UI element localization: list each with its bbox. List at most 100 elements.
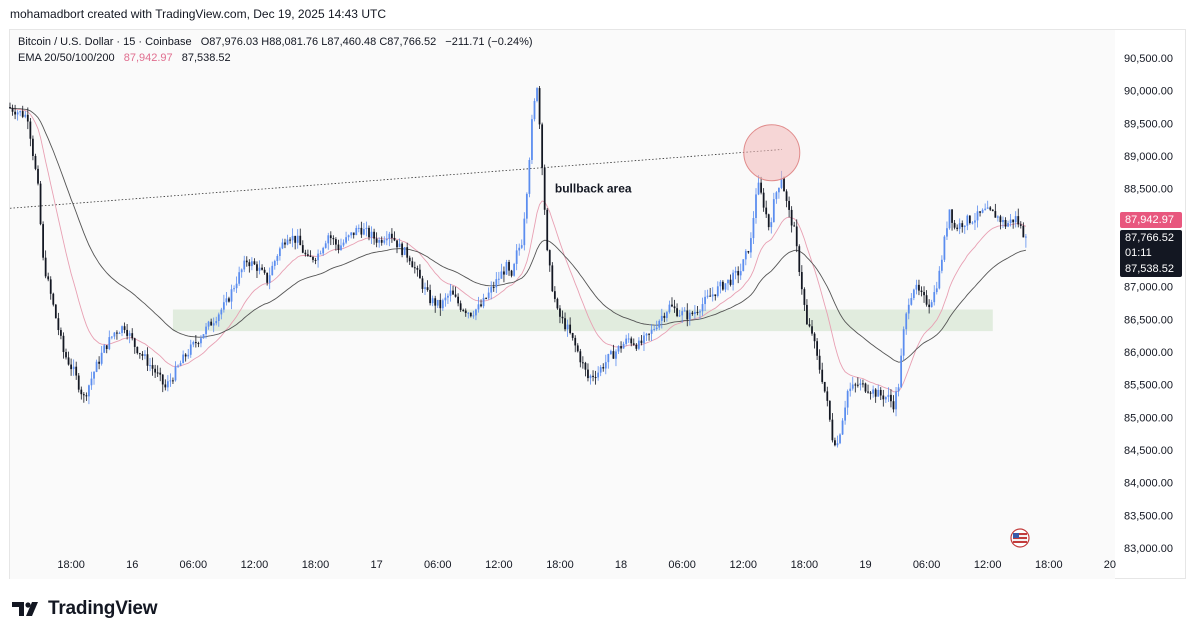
candle[interactable] xyxy=(482,293,485,309)
candle[interactable] xyxy=(645,332,648,342)
candle[interactable] xyxy=(902,326,905,361)
candle[interactable] xyxy=(258,260,261,275)
candle[interactable] xyxy=(505,259,508,276)
candle[interactable] xyxy=(413,261,416,274)
candle[interactable] xyxy=(953,220,956,230)
candle[interactable] xyxy=(123,322,126,334)
candle[interactable] xyxy=(289,237,291,244)
candle[interactable] xyxy=(653,324,656,332)
candle[interactable] xyxy=(197,341,200,348)
candle[interactable] xyxy=(113,332,116,340)
candle[interactable] xyxy=(951,209,953,231)
candle[interactable] xyxy=(556,297,559,310)
candle[interactable] xyxy=(615,349,617,367)
candle[interactable] xyxy=(862,379,864,388)
candle[interactable] xyxy=(243,255,246,273)
annotation-label[interactable]: bullback area xyxy=(555,182,632,196)
candle[interactable] xyxy=(859,378,862,391)
candle[interactable] xyxy=(632,338,635,346)
candle[interactable] xyxy=(841,418,844,435)
candle[interactable] xyxy=(968,215,971,225)
candle[interactable] xyxy=(538,85,541,130)
candle[interactable] xyxy=(851,376,854,391)
candle[interactable] xyxy=(625,334,628,346)
candle[interactable] xyxy=(263,267,266,275)
candle[interactable] xyxy=(541,122,544,176)
candle[interactable] xyxy=(200,335,202,348)
candle[interactable] xyxy=(515,244,518,271)
candle[interactable] xyxy=(956,224,959,232)
candle[interactable] xyxy=(612,344,615,359)
candle[interactable] xyxy=(772,192,775,223)
candle[interactable] xyxy=(49,276,52,300)
candle[interactable] xyxy=(291,228,294,248)
candle[interactable] xyxy=(767,213,770,231)
candle[interactable] xyxy=(739,263,742,280)
candle[interactable] xyxy=(821,362,824,384)
candle[interactable] xyxy=(971,221,974,225)
candle[interactable] xyxy=(589,374,592,385)
candle[interactable] xyxy=(587,363,589,382)
candle[interactable] xyxy=(574,335,577,353)
candle[interactable] xyxy=(136,346,139,355)
candle[interactable] xyxy=(449,284,452,302)
candle[interactable] xyxy=(487,287,490,300)
candle[interactable] xyxy=(62,332,65,359)
candle[interactable] xyxy=(472,310,475,319)
candle[interactable] xyxy=(663,312,666,323)
candle[interactable] xyxy=(961,220,964,233)
us-event-flag-icon[interactable] xyxy=(1010,528,1030,548)
candle[interactable] xyxy=(747,250,750,254)
candle[interactable] xyxy=(869,391,872,400)
candle[interactable] xyxy=(597,366,600,381)
candle[interactable] xyxy=(271,261,274,276)
candle[interactable] xyxy=(752,211,755,244)
candle[interactable] xyxy=(989,206,992,212)
candle[interactable] xyxy=(816,338,818,360)
candle[interactable] xyxy=(317,249,319,268)
candle[interactable] xyxy=(1002,216,1004,228)
candle[interactable] xyxy=(304,249,307,257)
candle[interactable] xyxy=(184,353,187,362)
candle[interactable] xyxy=(383,236,386,245)
candle[interactable] xyxy=(88,384,90,405)
candle[interactable] xyxy=(523,212,526,251)
candle[interactable] xyxy=(294,235,297,250)
candle[interactable] xyxy=(60,327,62,340)
candle[interactable] xyxy=(732,269,734,291)
candle[interactable] xyxy=(118,331,121,334)
candle[interactable] xyxy=(368,225,370,241)
candle[interactable] xyxy=(895,387,897,417)
candle[interactable] xyxy=(943,235,946,262)
candle[interactable] xyxy=(273,259,276,270)
candle[interactable] xyxy=(347,234,350,241)
candle[interactable] xyxy=(790,206,793,233)
candle[interactable] xyxy=(54,303,57,319)
candle[interactable] xyxy=(551,262,554,293)
candle[interactable] xyxy=(785,189,788,208)
candle[interactable] xyxy=(144,350,146,360)
candle[interactable] xyxy=(370,226,373,245)
candle[interactable] xyxy=(946,221,948,240)
candle[interactable] xyxy=(813,332,816,349)
candle[interactable] xyxy=(98,356,101,370)
candle[interactable] xyxy=(411,257,414,268)
candle[interactable] xyxy=(719,279,722,294)
candle[interactable] xyxy=(513,262,516,277)
candle[interactable] xyxy=(431,295,434,307)
candle[interactable] xyxy=(976,205,979,228)
candle[interactable] xyxy=(879,387,882,401)
candle[interactable] xyxy=(352,232,355,239)
candle[interactable] xyxy=(892,395,895,413)
candle[interactable] xyxy=(408,255,411,265)
candle[interactable] xyxy=(345,231,347,245)
candle[interactable] xyxy=(683,307,686,312)
candle[interactable] xyxy=(872,385,875,398)
candle[interactable] xyxy=(128,330,131,344)
candle[interactable] xyxy=(240,268,243,278)
candle[interactable] xyxy=(940,255,943,274)
candle[interactable] xyxy=(322,246,325,256)
candle[interactable] xyxy=(324,240,327,249)
candle[interactable] xyxy=(701,297,704,316)
candle[interactable] xyxy=(920,286,923,297)
